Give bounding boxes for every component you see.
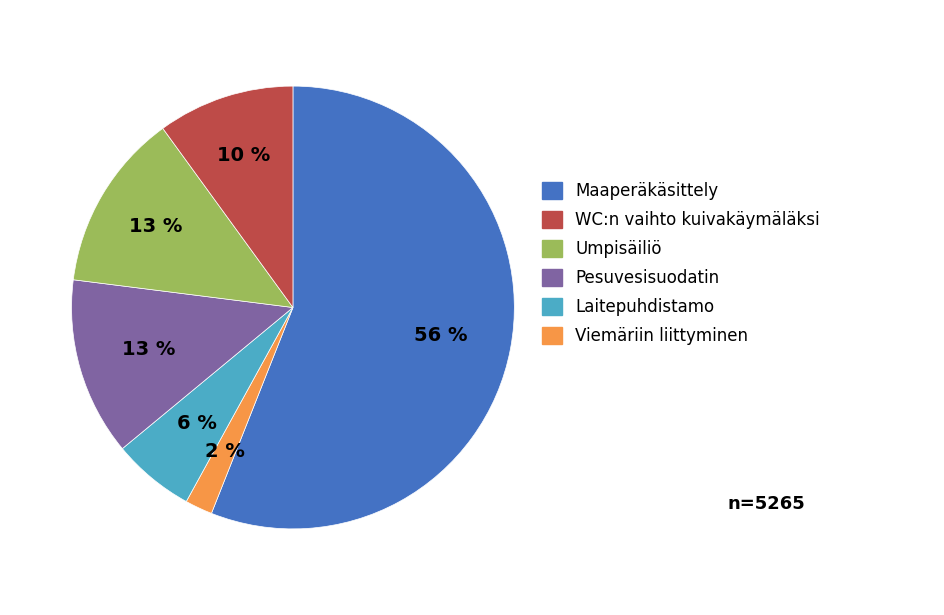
- Wedge shape: [186, 308, 293, 514]
- Wedge shape: [74, 129, 293, 308]
- Text: 10 %: 10 %: [217, 146, 270, 165]
- Legend: Maaperäkäsittely, WC:n vaihto kuivakäymäläksi, Umpisäiliö, Pesuvesisuodatin, Lai: Maaperäkäsittely, WC:n vaihto kuivakäymä…: [533, 173, 828, 353]
- Text: 13 %: 13 %: [122, 340, 175, 359]
- Wedge shape: [72, 280, 293, 448]
- Wedge shape: [211, 86, 514, 529]
- Text: 56 %: 56 %: [413, 326, 467, 345]
- Wedge shape: [122, 308, 293, 501]
- Text: 6 %: 6 %: [177, 414, 217, 433]
- Wedge shape: [162, 86, 293, 308]
- Text: 13 %: 13 %: [129, 217, 182, 236]
- Text: 2 %: 2 %: [205, 442, 244, 461]
- Text: n=5265: n=5265: [727, 495, 804, 514]
